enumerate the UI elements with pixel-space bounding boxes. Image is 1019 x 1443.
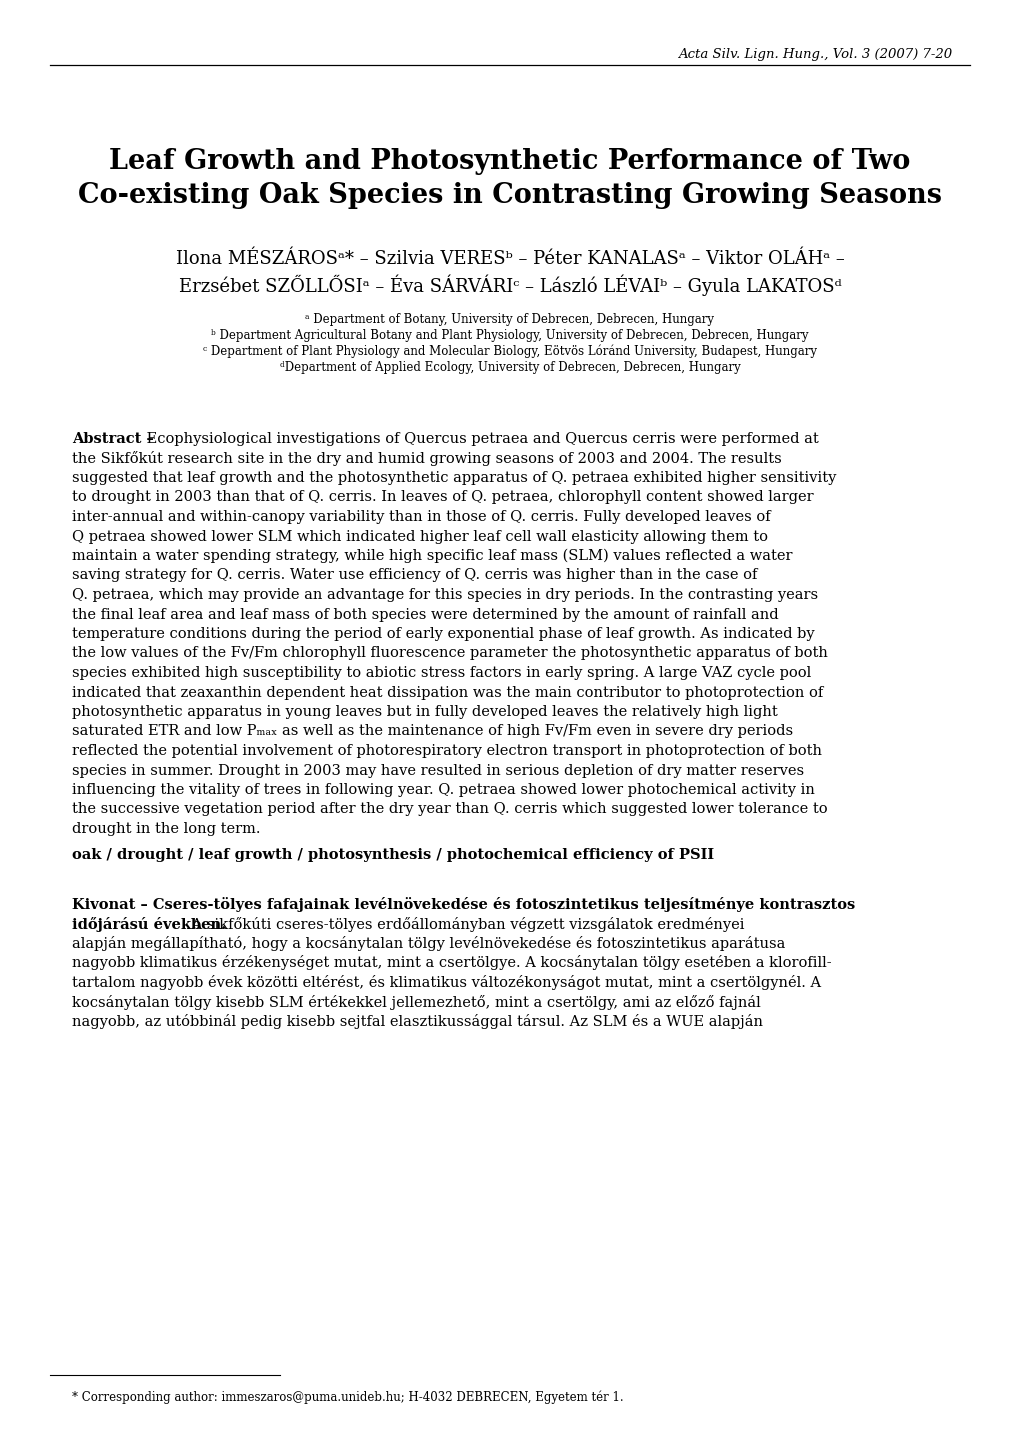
Text: maintain a water spending strategy, while high specific leaf mass (SLM) values r: maintain a water spending strategy, whil… bbox=[72, 548, 792, 563]
Text: * Corresponding author: immeszaros@puma.unideb.hu; H-4032 DEBRECEN, Egyetem tér : * Corresponding author: immeszaros@puma.… bbox=[72, 1390, 623, 1404]
Text: the successive vegetation period after the dry year than Q. cerris which suggest: the successive vegetation period after t… bbox=[72, 802, 826, 817]
Text: indicated that zeaxanthin dependent heat dissipation was the main contributor to: indicated that zeaxanthin dependent heat… bbox=[72, 685, 822, 700]
Text: temperature conditions during the period of early exponential phase of leaf grow: temperature conditions during the period… bbox=[72, 628, 814, 641]
Text: reflected the potential involvement of photorespiratory electron transport in ph: reflected the potential involvement of p… bbox=[72, 745, 821, 758]
Text: drought in the long term.: drought in the long term. bbox=[72, 823, 260, 835]
Text: Ecophysiological investigations of Quercus petraea and Quercus cerris were perfo: Ecophysiological investigations of Querc… bbox=[142, 431, 818, 446]
Text: időjárású években.: időjárású években. bbox=[72, 916, 226, 932]
Text: Erzsébet SZŐLLŐSIᵃ – Éva SÁRVÁRIᶜ – László LÉVAIᵇ – Gyula LAKATOSᵈ: Erzsébet SZŐLLŐSIᵃ – Éva SÁRVÁRIᶜ – Lász… bbox=[178, 276, 841, 296]
Text: the Sikfőkút research site in the dry and humid growing seasons of 2003 and 2004: the Sikfőkút research site in the dry an… bbox=[72, 452, 781, 466]
Text: kocsánytalan tölgy kisebb SLM értékekkel jellemezhető, mint a csertölgy, ami az : kocsánytalan tölgy kisebb SLM értékekkel… bbox=[72, 994, 760, 1010]
Text: ᵇ Department Agricultural Botany and Plant Physiology, University of Debrecen, D: ᵇ Department Agricultural Botany and Pla… bbox=[211, 329, 808, 342]
Text: tartalom nagyobb évek közötti eltérést, és klimatikus változékonyságot mutat, mi: tartalom nagyobb évek közötti eltérést, … bbox=[72, 975, 820, 990]
Text: ᵃ Department of Botany, University of Debrecen, Debrecen, Hungary: ᵃ Department of Botany, University of De… bbox=[306, 313, 713, 326]
Text: Q petraea showed lower SLM which indicated higher leaf cell wall elasticity allo: Q petraea showed lower SLM which indicat… bbox=[72, 530, 767, 544]
Text: saving strategy for Q. cerris. Water use efficiency of Q. cerris was higher than: saving strategy for Q. cerris. Water use… bbox=[72, 569, 757, 583]
Text: saturated ETR and low Pₘₐₓ as well as the maintenance of high Fv/Fm even in seve: saturated ETR and low Pₘₐₓ as well as th… bbox=[72, 724, 793, 739]
Text: ᵈDepartment of Applied Ecology, University of Debrecen, Debrecen, Hungary: ᵈDepartment of Applied Ecology, Universi… bbox=[279, 361, 740, 374]
Text: the final leaf area and leaf mass of both species were determined by the amount : the final leaf area and leaf mass of bot… bbox=[72, 608, 777, 622]
Text: oak / drought / leaf growth / photosynthesis / photochemical efficiency of PSII: oak / drought / leaf growth / photosynth… bbox=[72, 848, 713, 861]
Text: Abstract –: Abstract – bbox=[72, 431, 154, 446]
Text: nagyobb klimatikus érzékenységet mutat, mint a csertölgye. A kocsánytalan tölgy : nagyobb klimatikus érzékenységet mutat, … bbox=[72, 955, 830, 971]
Text: ᶜ Department of Plant Physiology and Molecular Biology, Eötvös Lóránd University: ᶜ Department of Plant Physiology and Mol… bbox=[203, 345, 816, 358]
Text: inter-annual and within-canopy variability than in those of Q. cerris. Fully dev: inter-annual and within-canopy variabili… bbox=[72, 509, 770, 524]
Text: Q. petraea, which may provide an advantage for this species in dry periods. In t: Q. petraea, which may provide an advanta… bbox=[72, 587, 817, 602]
Text: species exhibited high susceptibility to abiotic stress factors in early spring.: species exhibited high susceptibility to… bbox=[72, 667, 810, 680]
Text: to drought in 2003 than that of Q. cerris. In leaves of Q. petraea, chlorophyll : to drought in 2003 than that of Q. cerri… bbox=[72, 491, 813, 505]
Text: Kivonat – Cseres-tölyes fafajainak levélnövekedése és fotoszintetikus teljesítmé: Kivonat – Cseres-tölyes fafajainak levél… bbox=[72, 898, 854, 912]
Text: Co-existing Oak Species in Contrasting Growing Seasons: Co-existing Oak Species in Contrasting G… bbox=[77, 182, 942, 209]
Text: suggested that leaf growth and the photosynthetic apparatus of Q. petraea exhibi: suggested that leaf growth and the photo… bbox=[72, 470, 836, 485]
Text: A sikfőkúti cseres-tölyes erdőállományban végzett vizsgálatok eredményei: A sikfőkúti cseres-tölyes erdőállományba… bbox=[186, 916, 744, 932]
Text: Ilona MÉSZÁROSᵃ* – Szilvia VERESᵇ – Péter KANALASᵃ – Viktor OLÁHᵃ –: Ilona MÉSZÁROSᵃ* – Szilvia VERESᵇ – Péte… bbox=[175, 250, 844, 268]
Text: the low values of the Fv/Fm chlorophyll fluorescence parameter the photosyntheti: the low values of the Fv/Fm chlorophyll … bbox=[72, 646, 827, 661]
Text: Acta Silv. Lign. Hung., Vol. 3 (2007) 7-20: Acta Silv. Lign. Hung., Vol. 3 (2007) 7-… bbox=[678, 48, 951, 61]
Text: nagyobb, az utóbbinál pedig kisebb sejtfal elasztikussággal társul. Az SLM és a : nagyobb, az utóbbinál pedig kisebb sejtf… bbox=[72, 1014, 762, 1029]
Text: photosynthetic apparatus in young leaves but in fully developed leaves the relat: photosynthetic apparatus in young leaves… bbox=[72, 706, 777, 719]
Text: species in summer. Drought in 2003 may have resulted in serious depletion of dry: species in summer. Drought in 2003 may h… bbox=[72, 763, 803, 778]
Text: Leaf Growth and Photosynthetic Performance of Two: Leaf Growth and Photosynthetic Performan… bbox=[109, 149, 910, 175]
Text: alapján megállapítható, hogy a kocsánytalan tölgy levélnövekedése és fotoszintet: alapján megállapítható, hogy a kocsányta… bbox=[72, 937, 785, 951]
Text: influencing the vitality of trees in following year. Q. petraea showed lower pho: influencing the vitality of trees in fol… bbox=[72, 784, 814, 797]
